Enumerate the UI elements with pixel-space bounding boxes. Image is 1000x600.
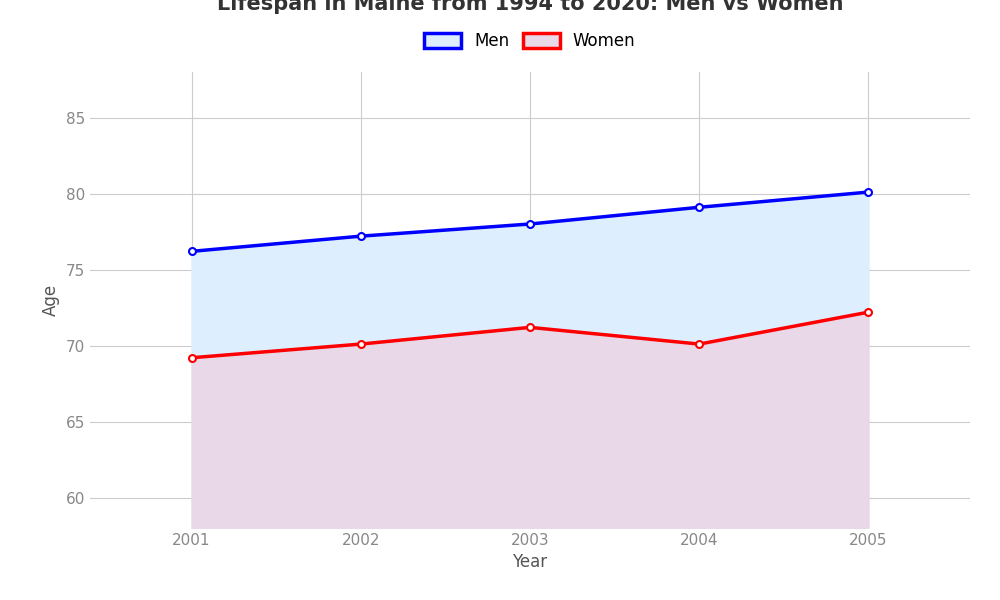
- Legend: Men, Women: Men, Women: [418, 26, 642, 57]
- Title: Lifespan in Maine from 1994 to 2020: Men vs Women: Lifespan in Maine from 1994 to 2020: Men…: [217, 0, 843, 13]
- X-axis label: Year: Year: [512, 553, 548, 571]
- Y-axis label: Age: Age: [42, 284, 60, 316]
